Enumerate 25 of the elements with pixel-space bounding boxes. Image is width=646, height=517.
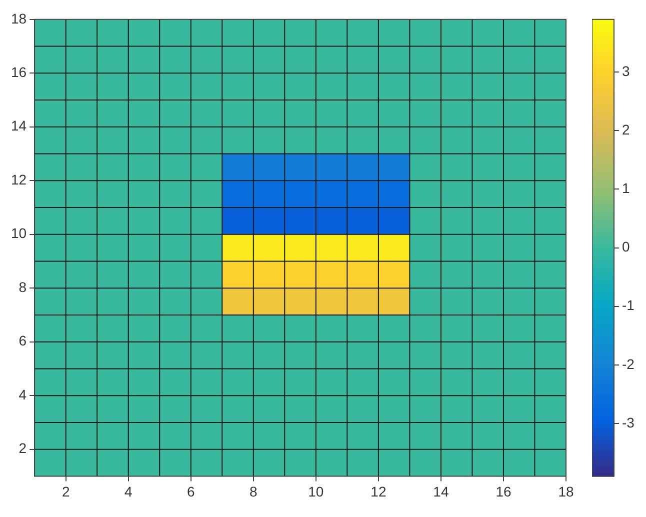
x-tick-label: 10 (308, 483, 324, 500)
y-tick-label: 10 (10, 225, 27, 242)
x-tick-label: 4 (124, 483, 132, 500)
y-tick-label: 18 (10, 10, 27, 26)
x-tick-label: 8 (249, 483, 258, 500)
color-bar-label: 0 (622, 238, 630, 255)
color-bar-label: 2 (622, 122, 630, 138)
y-tick-label: 16 (10, 64, 27, 80)
color-bar-label: -2 (622, 356, 635, 372)
x-tick-label: 6 (186, 483, 195, 500)
x-tick-label: 12 (370, 483, 386, 500)
x-tick-label: 14 (433, 483, 449, 500)
x-tick-label: 18 (558, 483, 574, 500)
color-bar-label: 1 (622, 180, 630, 196)
y-tick-label: 6 (18, 332, 27, 349)
x-tick-label: 16 (496, 483, 512, 500)
y-tick-label: 2 (18, 440, 27, 456)
x-tick-label: 2 (62, 483, 70, 500)
y-tick-label: 12 (10, 171, 27, 188)
y-tick-label: 4 (18, 386, 27, 402)
color-bar-label: 3 (622, 62, 630, 79)
y-tick-label: 8 (18, 278, 27, 295)
color-bar-label: -3 (622, 414, 635, 430)
y-tick-label: 14 (10, 118, 27, 134)
color-bar-label: -1 (622, 297, 635, 314)
